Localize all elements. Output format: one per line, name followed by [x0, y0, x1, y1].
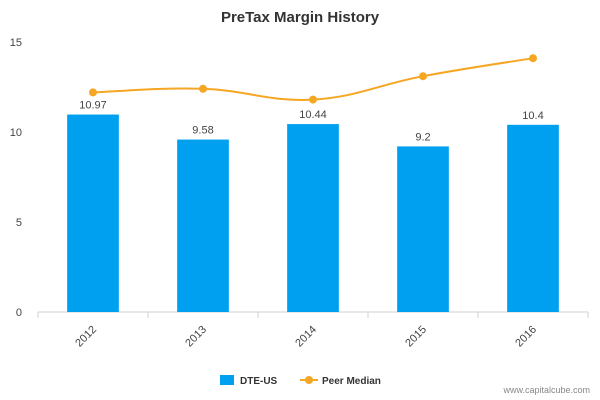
y-axis: 0 5 10 15	[10, 37, 22, 319]
peer-median-point	[419, 72, 427, 81]
peer-median-line	[92, 57, 534, 101]
y-tick-label: 0	[16, 307, 22, 319]
peer-median-point	[309, 95, 317, 104]
bar-data-label: 10.4	[522, 110, 543, 122]
x-tick-label: 2013	[183, 324, 209, 350]
x-tick-label: 2015	[403, 324, 429, 350]
bar	[287, 124, 339, 312]
x-axis: 2012 2013 2014 2015 2016	[37, 312, 589, 350]
legend-label-peer-median: Peer Median	[322, 376, 381, 387]
bar-data-label: 10.44	[299, 109, 327, 121]
legend-swatch-dte-us	[220, 375, 234, 385]
bar-data-labels: 10.97 9.58 10.44 9.2 10.4	[79, 100, 543, 144]
x-tick-label: 2012	[73, 324, 99, 350]
bar	[67, 114, 119, 312]
bar	[177, 139, 229, 312]
bar	[507, 124, 559, 312]
line-series-peer-median	[89, 54, 537, 104]
legend-marker-peer-median	[305, 376, 313, 384]
peer-median-point	[89, 88, 97, 97]
bar-data-label: 9.58	[192, 125, 213, 137]
legend-label-dte-us: DTE-US	[240, 376, 278, 387]
y-tick-label: 5	[16, 217, 22, 229]
bar	[397, 146, 449, 312]
chart-title: PreTax Margin History	[221, 9, 380, 26]
peer-median-point	[199, 84, 207, 93]
x-tick-label: 2014	[293, 324, 319, 350]
bar-series-dte-us	[67, 114, 559, 312]
y-tick-label: 15	[10, 37, 22, 49]
y-tick-label: 10	[10, 127, 22, 139]
peer-median-point	[529, 54, 537, 63]
x-tick-label: 2016	[513, 324, 539, 350]
bar-data-label: 9.2	[415, 131, 430, 143]
bar-data-label: 10.97	[79, 100, 107, 112]
legend: DTE-US Peer Median	[220, 375, 381, 387]
credit-text: www.capitalcube.com	[502, 385, 590, 395]
